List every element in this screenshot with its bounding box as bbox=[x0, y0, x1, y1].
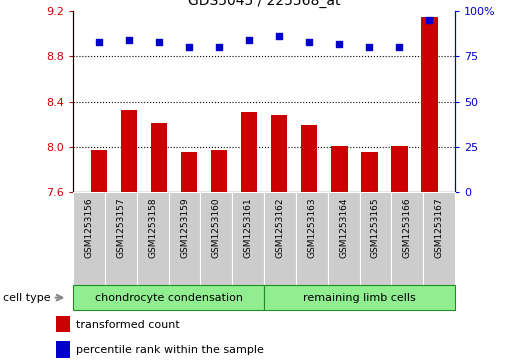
Text: GSM1253167: GSM1253167 bbox=[435, 197, 444, 258]
Bar bbox=[151, 123, 167, 363]
Text: GSM1253156: GSM1253156 bbox=[85, 197, 94, 258]
Point bbox=[275, 33, 283, 39]
Bar bbox=[181, 152, 197, 363]
Bar bbox=[296, 192, 328, 285]
Text: GSM1253160: GSM1253160 bbox=[212, 197, 221, 258]
Bar bbox=[200, 192, 232, 285]
Bar bbox=[56, 341, 70, 358]
Point bbox=[365, 44, 373, 50]
Bar bbox=[391, 146, 407, 363]
Bar bbox=[360, 192, 391, 285]
Bar bbox=[232, 192, 264, 285]
Bar bbox=[271, 115, 288, 363]
Text: GSM1253158: GSM1253158 bbox=[148, 197, 157, 258]
Text: remaining limb cells: remaining limb cells bbox=[303, 293, 416, 303]
Point bbox=[185, 44, 193, 50]
Text: percentile rank within the sample: percentile rank within the sample bbox=[76, 345, 264, 355]
Point bbox=[425, 17, 434, 23]
Point bbox=[124, 37, 133, 43]
Point bbox=[335, 41, 344, 46]
Text: transformed count: transformed count bbox=[76, 320, 180, 330]
Bar bbox=[391, 192, 423, 285]
Point bbox=[245, 37, 253, 43]
Bar bbox=[121, 110, 137, 363]
Bar bbox=[56, 315, 70, 333]
Point bbox=[395, 44, 404, 50]
Text: GSM1253163: GSM1253163 bbox=[308, 197, 316, 258]
Text: GSM1253166: GSM1253166 bbox=[403, 197, 412, 258]
Point bbox=[155, 39, 163, 45]
Point bbox=[215, 44, 223, 50]
Point bbox=[95, 39, 103, 45]
Text: cell type: cell type bbox=[3, 293, 50, 303]
Title: GDS5045 / 225568_at: GDS5045 / 225568_at bbox=[188, 0, 340, 8]
Bar bbox=[211, 150, 228, 363]
Point bbox=[305, 39, 313, 45]
Text: chondrocyte condensation: chondrocyte condensation bbox=[95, 293, 243, 303]
Bar bbox=[421, 17, 438, 363]
Bar bbox=[328, 192, 360, 285]
Bar bbox=[137, 192, 168, 285]
Text: GSM1253161: GSM1253161 bbox=[244, 197, 253, 258]
Bar bbox=[264, 192, 296, 285]
Bar bbox=[73, 285, 264, 310]
Text: GSM1253157: GSM1253157 bbox=[117, 197, 126, 258]
Bar bbox=[168, 192, 200, 285]
Bar bbox=[331, 146, 347, 363]
Text: GSM1253164: GSM1253164 bbox=[339, 197, 348, 257]
Bar bbox=[73, 192, 105, 285]
Bar bbox=[105, 192, 137, 285]
Text: GSM1253159: GSM1253159 bbox=[180, 197, 189, 258]
Text: GSM1253165: GSM1253165 bbox=[371, 197, 380, 258]
Text: GSM1253162: GSM1253162 bbox=[276, 197, 285, 257]
Bar bbox=[241, 112, 257, 363]
Bar bbox=[423, 192, 455, 285]
Bar bbox=[264, 285, 455, 310]
Bar bbox=[90, 150, 107, 363]
Bar bbox=[301, 126, 317, 363]
Bar bbox=[361, 152, 378, 363]
